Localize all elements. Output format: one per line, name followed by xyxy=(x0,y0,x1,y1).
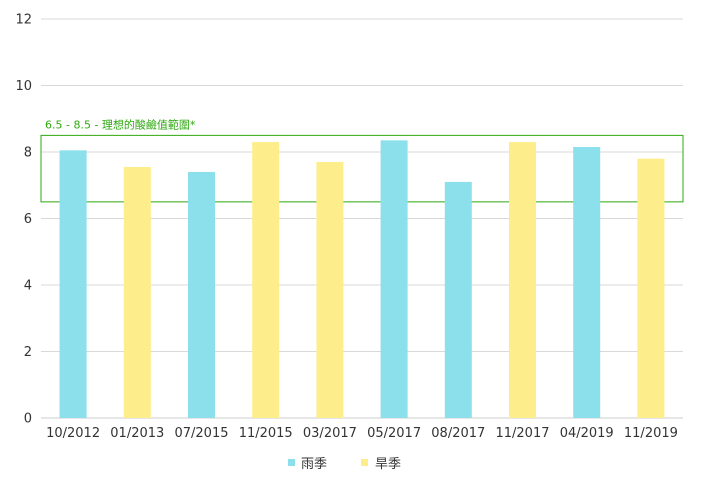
x-tick-label: 03/2017 xyxy=(303,426,357,441)
y-tick-label: 12 xyxy=(15,13,32,28)
legend: 雨季 旱季 xyxy=(288,457,401,472)
legend-label-rainy: 雨季 xyxy=(301,457,327,472)
legend-swatch-rainy xyxy=(288,459,295,466)
y-tick-label: 0 xyxy=(24,412,32,427)
x-axis-ticks: 10/2012 01/2013 07/2015 11/2015 03/2017 05/20… xyxy=(46,426,678,441)
x-tick-label: 08/2017 xyxy=(431,426,485,441)
x-tick-label: 01/2013 xyxy=(110,426,164,441)
ideal-ph-range-band: 6.5 - 8.5 - 理想的酸鹼值範圍* xyxy=(40,117,684,203)
bar-11-2015[interactable] xyxy=(252,142,280,418)
legend-item-dry[interactable]: 旱季 xyxy=(361,457,401,472)
x-tick-label: 05/2017 xyxy=(367,426,421,441)
ideal-ph-range-box xyxy=(40,134,684,203)
bar-11-2017[interactable] xyxy=(509,142,536,418)
legend-item-rainy[interactable]: 雨季 xyxy=(288,457,327,472)
x-tick-label: 04/2019 xyxy=(560,426,614,441)
bar-05-2017[interactable] xyxy=(380,140,408,419)
y-tick-label: 8 xyxy=(24,146,32,161)
y-tick-label: 6 xyxy=(24,212,32,227)
legend-label-dry: 旱季 xyxy=(375,457,401,472)
x-tick-label: 11/2017 xyxy=(495,426,549,441)
x-tick-label: 10/2012 xyxy=(46,426,100,441)
y-axis-ticks: 0 2 4 6 8 10 12 xyxy=(15,13,32,427)
legend-swatch-dry xyxy=(361,459,368,466)
x-tick-label: 11/2015 xyxy=(239,426,293,441)
bar-08-2017[interactable] xyxy=(444,181,472,418)
bar-01-2013[interactable] xyxy=(123,166,151,418)
bar-11-2019[interactable] xyxy=(637,158,665,418)
bar-10-2012[interactable] xyxy=(59,150,87,418)
y-tick-label: 4 xyxy=(24,279,32,294)
y-tick-label: 10 xyxy=(15,79,32,94)
x-tick-label: 07/2015 xyxy=(174,426,228,441)
bar-03-2017[interactable] xyxy=(316,161,344,418)
ideal-ph-range-label: 6.5 - 8.5 - 理想的酸鹼值範圍* xyxy=(45,117,196,131)
x-tick-label: 11/2019 xyxy=(624,426,678,441)
bars xyxy=(59,140,665,419)
bar-04-2019[interactable] xyxy=(573,147,601,418)
y-tick-label: 2 xyxy=(24,345,32,360)
bar-07-2015[interactable] xyxy=(188,171,215,418)
